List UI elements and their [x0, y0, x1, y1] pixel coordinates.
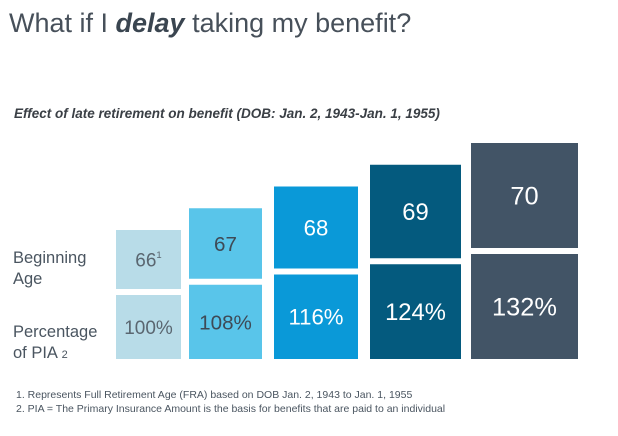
value-label-66: 100%: [124, 318, 173, 339]
pct-row-label: Percentage of PIA 2: [13, 322, 97, 366]
footnote-2: 2. PIA = The Primary Insurance Amount is…: [16, 403, 446, 415]
age-row-label: Beginning Age: [13, 248, 86, 290]
value-label-68: 116%: [288, 305, 343, 330]
age-box-67: [189, 208, 262, 279]
value-label-70: 132%: [492, 294, 557, 322]
age-label-68: 68: [304, 215, 329, 240]
title-suffix: taking my benefit?: [184, 8, 412, 38]
age-label-67: 67: [214, 233, 237, 256]
pct-row-label-line2: of PIA 2: [13, 343, 97, 366]
title-emphasis: delay: [115, 8, 185, 38]
age-row-label-line2: Age: [13, 270, 43, 288]
age-label-70: 70: [510, 183, 538, 211]
age-label-66: 661: [135, 250, 161, 272]
value-label-69: 124%: [385, 299, 446, 326]
age-box-69: [370, 164, 461, 259]
pct-box-68: [274, 274, 358, 359]
pct-row-label-text: of PIA: [13, 344, 58, 362]
value-label-67: 108%: [199, 311, 252, 334]
pct-row-label-sup: 2: [61, 349, 68, 361]
age-box-70: [471, 143, 578, 248]
age-box-68: [274, 186, 358, 269]
pct-box-69: [370, 264, 461, 359]
pct-box-66: [116, 295, 181, 359]
age-box-66: [116, 230, 181, 289]
chart-subtitle: Effect of late retirement on benefit (DO…: [14, 106, 440, 121]
age-footnote-marker: 1: [156, 250, 161, 261]
pct-row-label-line1: Percentage: [13, 323, 98, 341]
pct-box-67: [189, 284, 262, 359]
footnote-1: 1. Represents Full Retirement Age (FRA) …: [16, 389, 413, 401]
title-prefix: What if I: [9, 8, 116, 38]
age-label-69: 69: [402, 199, 428, 226]
page-title: What if I delay taking my benefit?: [9, 8, 411, 39]
age-row-label-line1: Beginning: [13, 249, 87, 267]
pct-box-70: [471, 254, 578, 359]
